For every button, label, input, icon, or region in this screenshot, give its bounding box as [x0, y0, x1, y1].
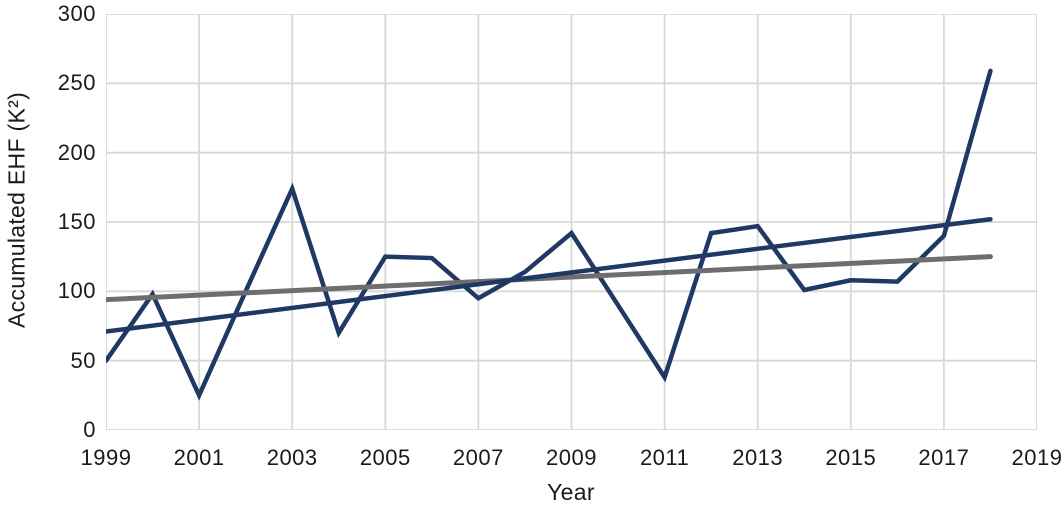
x-tick-label: 2017 [918, 445, 970, 470]
x-tick-label: 2003 [266, 445, 318, 470]
linear-trend-line [106, 216, 993, 334]
x-tick-label: 2019 [1011, 445, 1063, 470]
y-tick-label: 0 [83, 417, 96, 442]
y-tick-label: 150 [57, 209, 96, 234]
x-tick-label: 2005 [359, 445, 411, 470]
y-tick-label: 250 [57, 70, 96, 96]
chart-svg [106, 14, 1037, 430]
y-tick-label: 200 [57, 139, 96, 165]
x-axis-title: Year [547, 479, 595, 505]
y-tick-label: 300 [57, 1, 96, 26]
x-tick-label: 2007 [452, 445, 504, 470]
y-tick-label: 50 [70, 347, 96, 373]
x-tick-label: 2001 [173, 445, 225, 470]
annual-accumulated-ehf-line [106, 68, 993, 401]
plot-area [106, 14, 1037, 430]
x-tick-label: 2009 [546, 445, 597, 470]
x-tick-label: 1999 [80, 445, 132, 470]
x-tick-label: 2015 [825, 445, 877, 470]
y-tick-label: 100 [57, 278, 96, 304]
x-tick-label: 2013 [732, 445, 784, 470]
gray-baseline-trend-line [106, 254, 993, 303]
x-tick-label: 2011 [639, 445, 690, 470]
